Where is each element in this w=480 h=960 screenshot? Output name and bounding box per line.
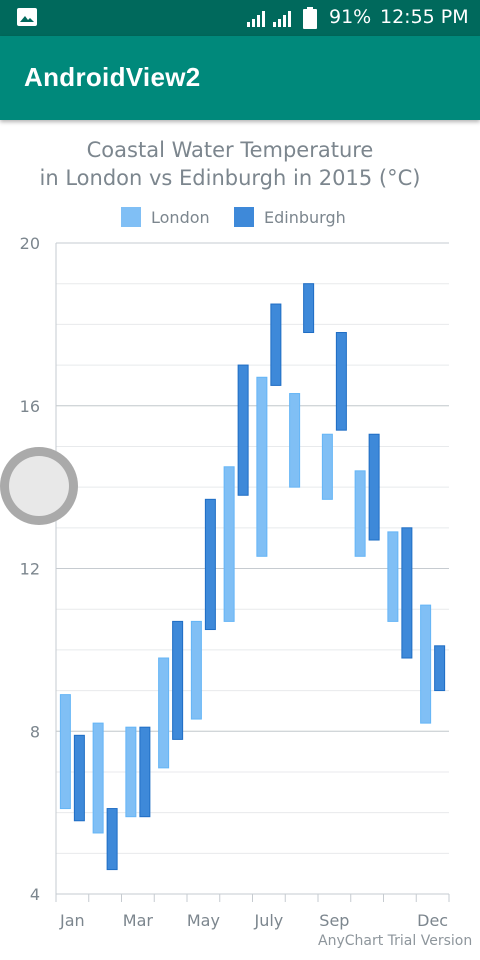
range-bar-london-jan	[59, 694, 71, 810]
range-bar-london-may	[190, 620, 202, 720]
status-bar: 91% 12:55 PM	[0, 0, 480, 36]
range-bar-edinburgh-jun	[237, 364, 249, 496]
chart-legend: London Edinburgh	[0, 205, 480, 229]
range-bar-london-dec	[420, 604, 432, 724]
status-time: 12:55 PM	[380, 6, 469, 28]
x-tick-label: July	[253, 911, 283, 930]
range-bar-edinburgh-dec	[434, 645, 446, 692]
app-bar: AndroidView2	[0, 36, 480, 120]
battery-percent: 91%	[329, 6, 372, 28]
chart-title: Coastal Water Temperature in London vs E…	[0, 136, 460, 192]
range-bar-london-mar	[125, 726, 137, 818]
range-bar-edinburgh-sep	[335, 332, 347, 431]
y-tick-label: 8	[30, 722, 40, 741]
range-bar-edinburgh-mar	[139, 726, 151, 818]
y-tick-label: 16	[20, 397, 40, 416]
range-bar-edinburgh-jan	[73, 734, 85, 822]
x-tick-label: May	[187, 911, 220, 930]
range-bar-edinburgh-oct	[368, 433, 380, 541]
chart-title-line-1: Coastal Water Temperature	[86, 138, 374, 162]
x-tick-label: Sep	[319, 911, 349, 930]
signal-icon	[247, 11, 291, 27]
range-bar-london-july	[256, 376, 268, 557]
y-tick-label: 20	[20, 234, 40, 253]
range-bar-edinburgh-aug	[303, 283, 315, 334]
range-bar-edinburgh-nov	[401, 527, 413, 659]
chart-title-line-2: in London vs Edinburgh in 2015 (°C)	[39, 166, 421, 190]
range-bar-london-oct	[354, 470, 366, 557]
x-tick-label: Jan	[59, 911, 85, 930]
legend-item-london[interactable]: London	[121, 205, 210, 229]
range-bar-edinburgh-may	[204, 498, 216, 631]
legend-swatch-edinburgh	[234, 207, 254, 227]
range-bar-london-aug	[289, 393, 301, 488]
trial-watermark: AnyChart Trial Version	[318, 933, 473, 949]
legend-label-edinburgh: Edinburgh	[264, 207, 346, 227]
touch-indicator-inner	[9, 456, 69, 516]
touch-indicator-icon	[0, 447, 78, 525]
y-tick-label: 12	[20, 560, 40, 579]
legend-swatch-london	[121, 207, 141, 227]
y-tick-label: 4	[30, 885, 40, 904]
range-bar-edinburgh-july	[270, 303, 282, 386]
range-bar-london-nov	[387, 531, 399, 622]
x-tick-label: Dec	[417, 911, 448, 930]
range-bar-edinburgh-apr	[172, 620, 184, 740]
range-bar-london-apr	[158, 657, 170, 769]
app-title: AndroidView2	[24, 62, 201, 92]
legend-label-london: London	[151, 207, 210, 227]
range-bar-london-jun	[223, 466, 235, 622]
range-bar-edinburgh-feb	[106, 808, 118, 871]
x-tick-label: Mar	[123, 911, 154, 930]
range-bar-london-feb	[92, 722, 104, 834]
legend-item-edinburgh[interactable]: Edinburgh	[234, 205, 346, 229]
range-bar-london-sep	[321, 433, 333, 500]
gallery-icon	[17, 8, 37, 26]
battery-icon	[303, 7, 317, 29]
